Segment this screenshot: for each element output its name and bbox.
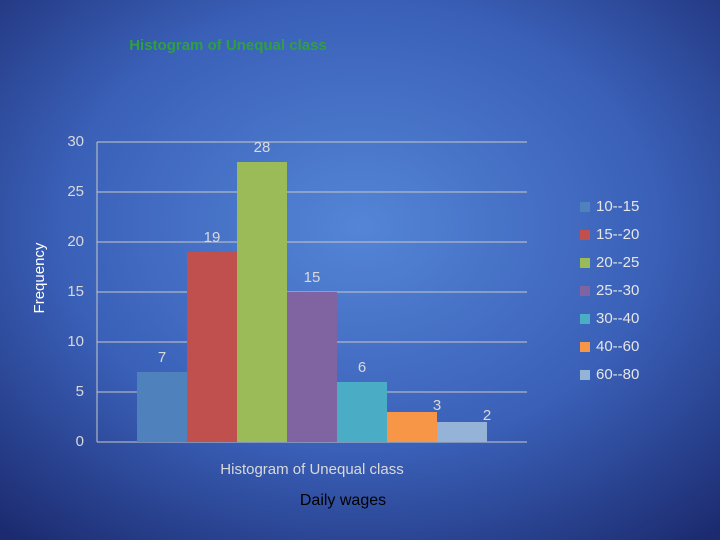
bar bbox=[237, 162, 287, 442]
data-label: 6 bbox=[358, 359, 366, 376]
data-label: 19 bbox=[204, 229, 221, 246]
data-label: 15 bbox=[304, 269, 321, 286]
y-tick-label: 5 bbox=[76, 383, 84, 400]
y-tick-label: 25 bbox=[67, 183, 84, 200]
legend-swatch bbox=[580, 258, 590, 268]
data-label: 2 bbox=[483, 407, 491, 424]
bar bbox=[287, 292, 337, 442]
data-label: 3 bbox=[433, 397, 441, 414]
bar bbox=[437, 422, 487, 442]
y-axis-label: Frequency bbox=[31, 242, 48, 313]
y-tick-label: 10 bbox=[67, 333, 84, 350]
legend-swatch bbox=[580, 342, 590, 352]
legend-label: 20--25 bbox=[596, 254, 639, 271]
data-label: 28 bbox=[254, 139, 271, 156]
legend-swatch bbox=[580, 286, 590, 296]
legend-swatch bbox=[580, 314, 590, 324]
legend-swatch bbox=[580, 230, 590, 240]
legend-label: 15--20 bbox=[596, 226, 639, 243]
legend-label: 10--15 bbox=[596, 198, 639, 215]
legend-swatch bbox=[580, 202, 590, 212]
legend-swatch bbox=[580, 370, 590, 380]
y-tick-label: 30 bbox=[67, 133, 84, 150]
y-tick-label: 0 bbox=[76, 433, 84, 450]
bar bbox=[137, 372, 187, 442]
legend-label: 25--30 bbox=[596, 282, 639, 299]
data-label: 7 bbox=[158, 349, 166, 366]
legend-label: 30--40 bbox=[596, 310, 639, 327]
legend-label: 40--60 bbox=[596, 338, 639, 355]
bar bbox=[337, 382, 387, 442]
y-tick-label: 20 bbox=[67, 233, 84, 250]
bar bbox=[187, 252, 237, 442]
y-tick-label: 15 bbox=[67, 283, 84, 300]
chart-title: Histogram of Unequal class bbox=[129, 37, 327, 54]
x-axis-label: Daily wages bbox=[300, 492, 386, 509]
bar bbox=[387, 412, 437, 442]
legend-label: 60--80 bbox=[596, 366, 639, 383]
x-tick-label: Histogram of Unequal class bbox=[220, 461, 403, 478]
